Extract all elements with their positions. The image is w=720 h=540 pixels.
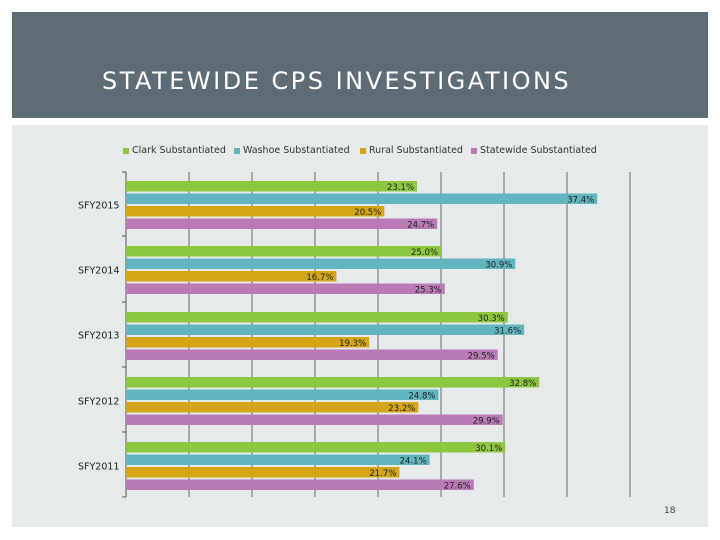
page-title: STATEWIDE CPS INVESTIGATIONS xyxy=(102,67,572,95)
bar xyxy=(126,479,474,490)
bar xyxy=(126,377,540,388)
data-label: 30.3% xyxy=(478,314,505,324)
bar xyxy=(126,442,506,453)
data-label: 23.1% xyxy=(387,183,414,193)
bar xyxy=(126,402,419,413)
title-bar: STATEWIDE CPS INVESTIGATIONS xyxy=(12,12,708,118)
data-label: 24.7% xyxy=(407,220,434,230)
bar xyxy=(126,414,503,425)
bar xyxy=(126,467,400,478)
bar xyxy=(126,324,525,335)
bar xyxy=(126,181,418,192)
category-label: SFY2012 xyxy=(78,397,119,408)
legend-label: Clark Substantiated xyxy=(132,145,226,156)
data-label: 25.3% xyxy=(415,285,442,295)
data-label: 19.3% xyxy=(339,339,366,349)
slide-number: 18 xyxy=(664,506,676,516)
data-label: 23.2% xyxy=(388,404,415,414)
data-label: 29.9% xyxy=(473,416,500,426)
bar xyxy=(126,389,439,400)
data-label: 24.1% xyxy=(400,456,427,466)
bar xyxy=(126,312,508,323)
bar xyxy=(126,337,370,348)
legend-label: Washoe Substantiated xyxy=(243,145,350,156)
legend-swatch xyxy=(234,147,240,154)
legend-item: Rural Substantiated xyxy=(360,145,463,156)
category-label: SFY2015 xyxy=(78,201,119,212)
legend-label: Rural Substantiated xyxy=(369,145,463,156)
data-label: 31.6% xyxy=(494,326,521,336)
data-label: 27.6% xyxy=(444,481,471,491)
data-label: 37.4% xyxy=(567,195,594,205)
data-label: 32.8% xyxy=(509,379,536,389)
data-label: 20.5% xyxy=(354,208,381,218)
bar xyxy=(126,454,430,465)
legend-item: Washoe Substantiated xyxy=(234,145,350,156)
bar xyxy=(126,206,385,217)
data-label: 30.1% xyxy=(475,444,502,454)
legend-swatch xyxy=(123,147,129,154)
data-label: 16.7% xyxy=(306,273,333,283)
bar xyxy=(126,246,441,257)
data-label: 30.9% xyxy=(485,260,512,270)
bar xyxy=(126,283,445,294)
chart-legend: Clark Substantiated Washoe Substantiated R… xyxy=(0,145,720,159)
data-label: 25.0% xyxy=(411,248,438,258)
category-label: SFY2011 xyxy=(78,462,119,473)
legend-swatch xyxy=(360,147,366,154)
data-label: 21.7% xyxy=(369,469,396,479)
data-label: 29.5% xyxy=(468,351,495,361)
data-label: 24.8% xyxy=(408,391,435,401)
bar xyxy=(126,258,516,269)
bar xyxy=(126,271,337,282)
bar xyxy=(126,218,438,229)
legend-label: Statewide Substantiated xyxy=(480,145,597,156)
bar xyxy=(126,193,598,204)
category-label: SFY2014 xyxy=(78,266,119,277)
legend-item: Clark Substantiated xyxy=(123,145,226,156)
legend-swatch xyxy=(471,147,477,154)
legend-item: Statewide Substantiated xyxy=(471,145,597,156)
bar xyxy=(126,349,498,360)
category-label: SFY2013 xyxy=(78,331,119,342)
